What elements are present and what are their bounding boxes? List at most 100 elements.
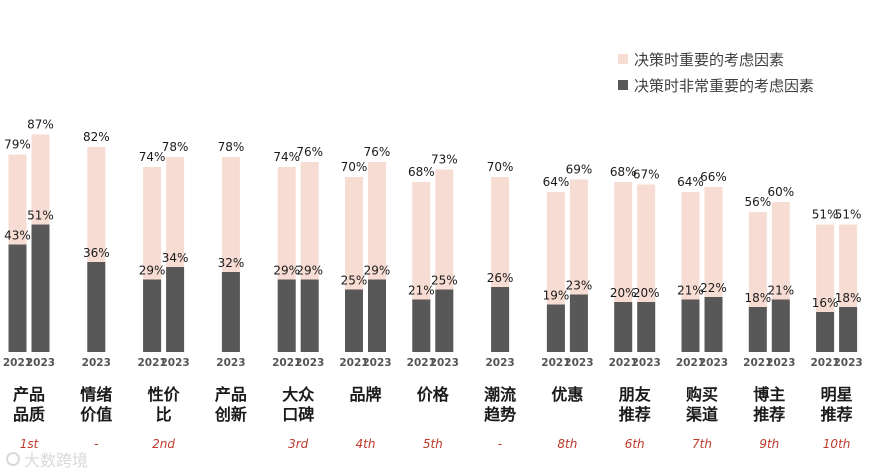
rank-label: 7th [692, 437, 712, 451]
rank-label: 5th [423, 437, 443, 451]
rank-label: 6th [625, 437, 645, 451]
value-label-very-important: 51% [27, 209, 54, 223]
value-label-very-important: 26% [487, 271, 514, 285]
category-label: 推荐 [619, 405, 651, 424]
category-label: 品牌 [349, 385, 381, 404]
bar-very-important [614, 302, 633, 352]
value-label-important: 70% [341, 160, 368, 174]
value-label-very-important: 18% [835, 291, 862, 305]
year-label: 2021 [743, 357, 772, 369]
category-label: 博主 [753, 385, 785, 404]
value-label-very-important: 32% [218, 256, 245, 270]
value-label-very-important: 16% [812, 296, 839, 310]
value-label-important: 74% [139, 150, 166, 164]
value-label-very-important: 20% [610, 286, 637, 300]
year-label: 2023 [362, 357, 391, 369]
value-label-important: 67% [633, 168, 660, 182]
value-label-important: 69% [566, 163, 593, 177]
category-label: 大众 [282, 385, 315, 404]
value-label-important: 73% [431, 153, 458, 167]
year-label: 2023 [295, 357, 324, 369]
category-label: 明星 [821, 385, 853, 404]
value-label-important: 68% [610, 165, 637, 179]
category-label: 价格 [417, 385, 450, 404]
value-label-important: 79% [4, 138, 31, 152]
bar-very-important [491, 287, 510, 352]
value-label-important: 82% [83, 130, 110, 144]
legend-item-very-important: 决策时非常重要的考虑因素 [618, 72, 814, 98]
rank-label: 9th [759, 437, 779, 451]
category-label: 趋势 [484, 405, 516, 424]
year-label: 2023 [82, 357, 111, 369]
value-label-very-important: 29% [273, 264, 300, 278]
bar-very-important [681, 299, 700, 352]
value-label-very-important: 22% [700, 281, 727, 295]
category-label: 购买 [686, 385, 718, 404]
bar-very-important [143, 279, 162, 352]
bar-very-important [412, 299, 431, 352]
category-label: 优惠 [551, 385, 583, 404]
value-label-very-important: 20% [633, 286, 660, 300]
rank-label: 2nd [152, 437, 175, 451]
category-label: 情绪 [80, 385, 112, 404]
year-label: 2023 [632, 357, 661, 369]
year-label: 2021 [3, 357, 32, 369]
value-label-very-important: 19% [543, 289, 570, 303]
category-label: 品质 [13, 405, 45, 424]
bar-very-important [748, 307, 767, 352]
year-label: 2021 [676, 357, 705, 369]
value-label-important: 51% [812, 208, 839, 222]
watermark-text: 大数跨境 [24, 451, 89, 470]
value-label-important: 74% [273, 150, 300, 164]
bar-very-important [277, 279, 296, 352]
value-label-very-important: 29% [139, 264, 166, 278]
value-label-very-important: 18% [744, 291, 771, 305]
rank-label: 4th [356, 437, 376, 451]
value-label-important: 64% [677, 175, 704, 189]
legend-swatch-important [618, 54, 628, 64]
bar-very-important [8, 244, 27, 352]
year-label: 2023 [26, 357, 55, 369]
value-label-very-important: 21% [677, 284, 704, 298]
value-label-very-important: 36% [83, 246, 110, 260]
category-label: 口碑 [282, 405, 314, 424]
value-label-important: 66% [700, 170, 727, 184]
bar-very-important [345, 289, 363, 352]
year-label: 2023 [216, 357, 245, 369]
value-label-important: 51% [835, 208, 862, 222]
value-label-important: 64% [543, 175, 570, 189]
value-label-important: 78% [162, 140, 189, 154]
year-label: 2023 [430, 357, 459, 369]
bar-very-important [771, 299, 790, 352]
value-label-very-important: 34% [162, 251, 189, 265]
value-label-very-important: 25% [341, 274, 368, 288]
rank-label: - [498, 437, 502, 451]
year-label: 2023 [160, 357, 189, 369]
category-label: 性价 [148, 385, 181, 404]
value-label-important: 87% [27, 118, 54, 132]
legend: 决策时重要的考虑因素 决策时非常重要的考虑因素 [618, 46, 814, 98]
rank-label: 10th [823, 437, 851, 451]
bar-very-important [816, 312, 835, 352]
year-label: 2023 [766, 357, 795, 369]
legend-label-very-important: 决策时非常重要的考虑因素 [634, 76, 815, 95]
value-label-important: 76% [296, 145, 323, 159]
bar-very-important [368, 279, 386, 352]
year-label: 2021 [407, 357, 436, 369]
bar-very-important [704, 297, 723, 352]
category-label: 渠道 [686, 405, 718, 424]
value-label-very-important: 21% [408, 284, 435, 298]
year-label: 2021 [137, 357, 166, 369]
year-label: 2023 [833, 357, 862, 369]
year-label: 2021 [541, 357, 570, 369]
value-label-very-important: 29% [296, 264, 323, 278]
value-label-important: 76% [364, 145, 391, 159]
year-label: 2021 [339, 357, 368, 369]
bar-very-important [435, 289, 454, 352]
bar-very-important [839, 307, 858, 352]
year-label: 2021 [272, 357, 301, 369]
category-label: 创新 [214, 405, 247, 424]
value-label-very-important: 29% [364, 264, 391, 278]
category-label: 朋友 [619, 385, 652, 404]
